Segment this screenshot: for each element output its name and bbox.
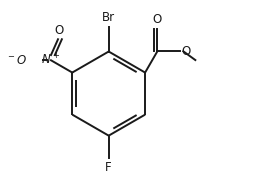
Text: $N^+$: $N^+$ [41, 53, 61, 68]
Text: Br: Br [102, 11, 115, 24]
Text: O: O [181, 45, 190, 58]
Text: O: O [54, 24, 63, 37]
Text: $^-O$: $^-O$ [6, 54, 27, 67]
Text: F: F [105, 161, 112, 174]
Text: O: O [153, 13, 162, 26]
